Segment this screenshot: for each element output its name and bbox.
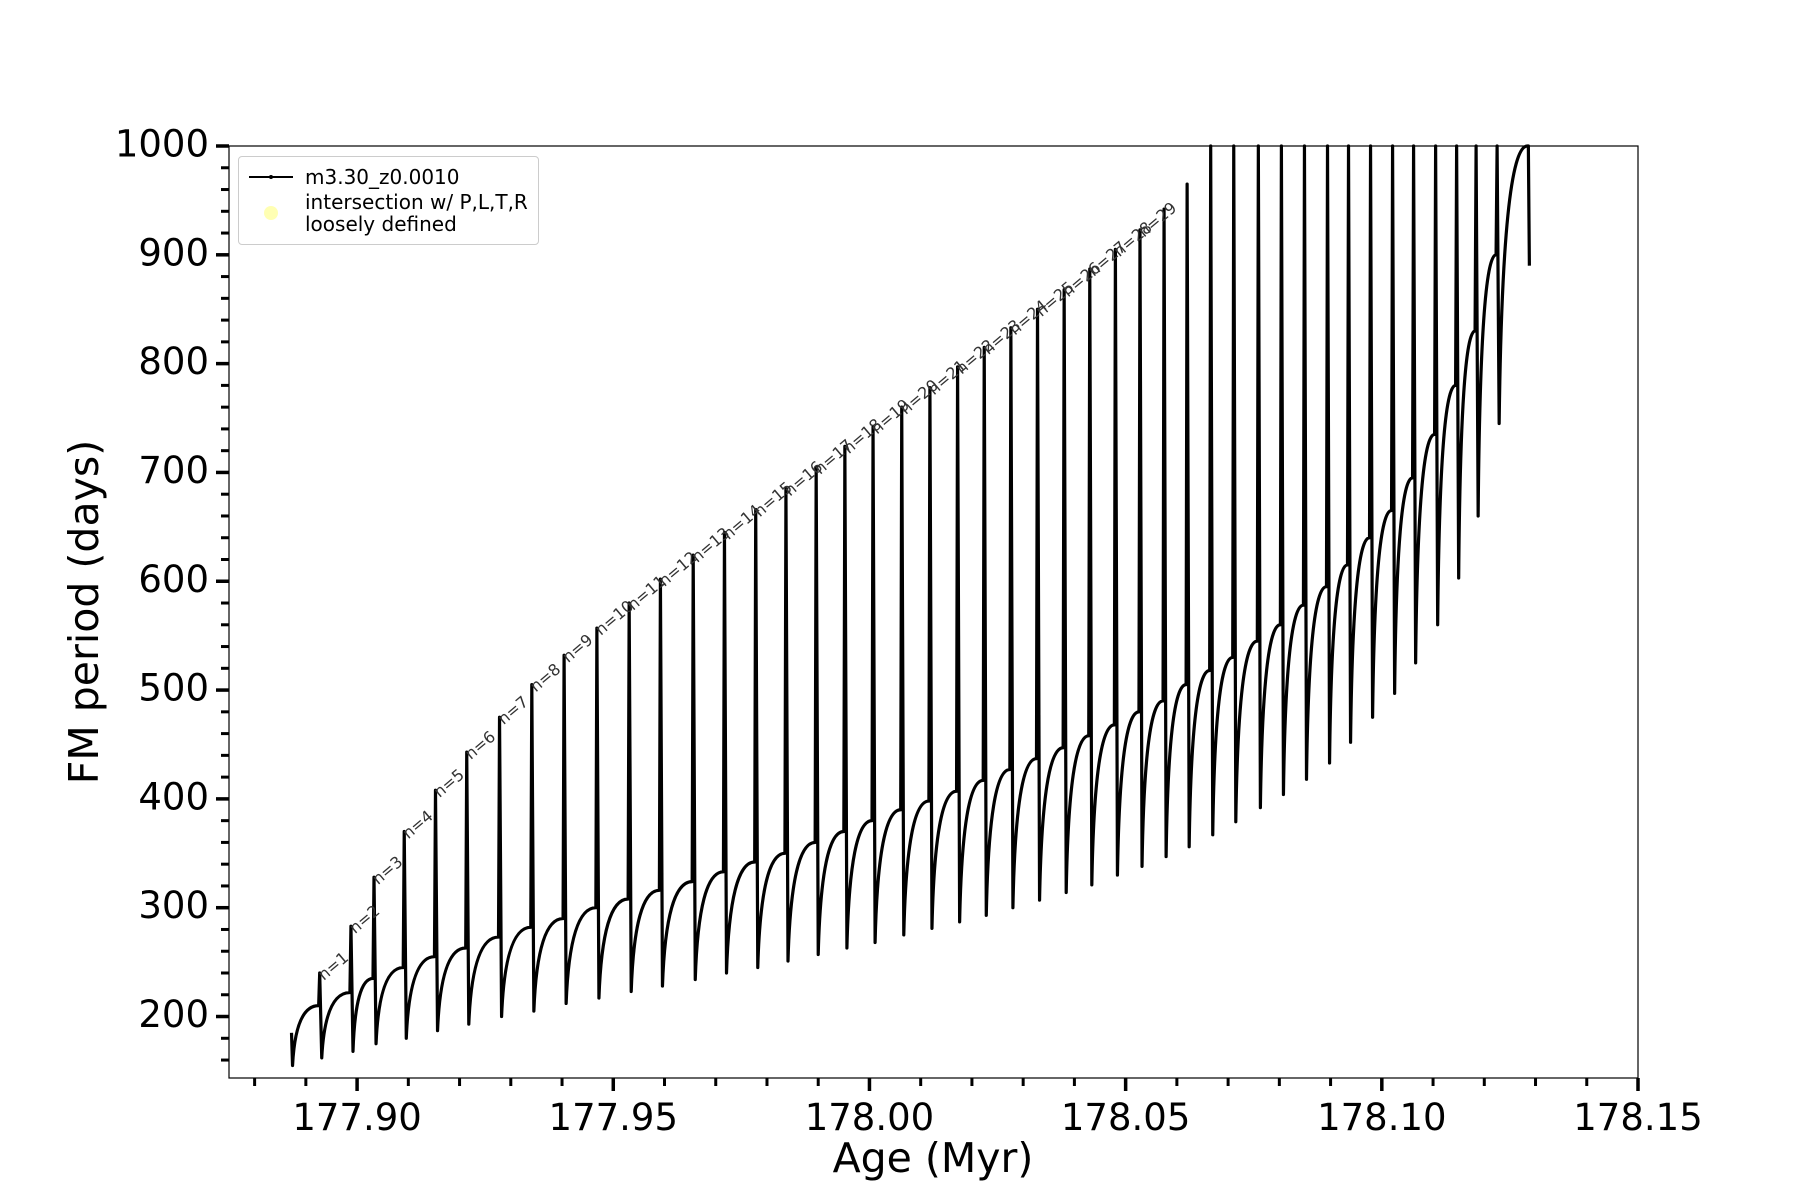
- y-tick-label: 500: [138, 667, 209, 710]
- y-tick-label: 300: [138, 884, 209, 927]
- x-tick-label: 178.00: [805, 1096, 934, 1139]
- x-tick-label: 177.95: [549, 1096, 678, 1139]
- legend-label: m3.30_z0.0010: [305, 165, 460, 189]
- x-axis-label: Age (Myr): [833, 1134, 1034, 1182]
- y-tick-label: 900: [138, 231, 209, 274]
- legend-entry: intersection w/ P,L,T,R loosely defined: [247, 191, 528, 235]
- annotation: n=29: [1134, 198, 1180, 241]
- x-tick-label: 178.15: [1573, 1096, 1702, 1139]
- legend-entry: m3.30_z0.0010: [247, 166, 528, 188]
- y-tick-label: 600: [138, 558, 209, 601]
- plot-frame: [228, 145, 1639, 1079]
- x-tick-label: 177.90: [292, 1096, 421, 1139]
- y-axis-label: FM period (days): [60, 440, 108, 784]
- y-tick-label: 700: [138, 449, 209, 492]
- y-tick-label: 400: [138, 775, 209, 818]
- y-tick-label: 200: [138, 993, 209, 1036]
- legend-swatch: [264, 206, 278, 220]
- legend-swatch: [249, 175, 293, 179]
- data-line: [289, 144, 1531, 1068]
- y-tick-label: 1000: [115, 123, 209, 166]
- y-tick-label: 800: [138, 340, 209, 383]
- plot-area: [289, 144, 1531, 1068]
- legend-marker: [264, 206, 278, 220]
- legend-marker: [269, 175, 273, 179]
- x-tick-label: 178.05: [1061, 1096, 1190, 1139]
- legend-label: intersection w/ P,L,T,R loosely defined: [305, 190, 528, 236]
- x-tick-label: 178.10: [1317, 1096, 1446, 1139]
- legend: m3.30_z0.0010 intersection w/ P,L,T,R lo…: [238, 156, 539, 245]
